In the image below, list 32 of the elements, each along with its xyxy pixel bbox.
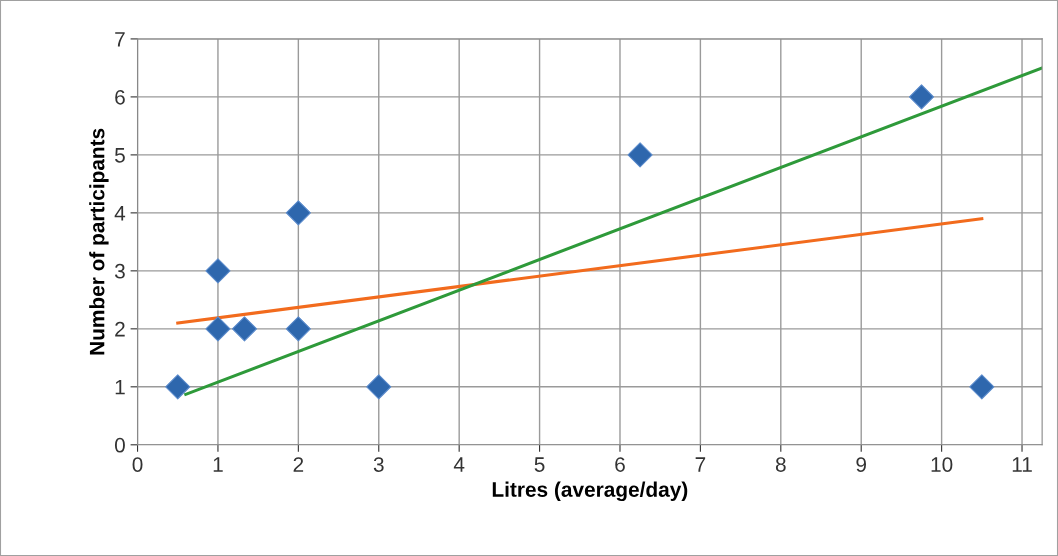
y-axis-title: Number of participants — [89, 128, 109, 355]
x-tick-label: 0 — [132, 457, 143, 472]
x-tick-label: 9 — [856, 457, 867, 472]
x-tick-label: 6 — [615, 457, 625, 472]
x-tick-label: 8 — [775, 457, 786, 472]
point — [285, 316, 311, 342]
y-tick-label: 3 — [114, 263, 125, 279]
point — [205, 316, 231, 342]
point — [165, 374, 191, 400]
y-tick-label: 0 — [114, 437, 125, 453]
point — [627, 142, 653, 168]
point — [969, 374, 995, 400]
x-tick-label: 4 — [453, 457, 465, 472]
point — [285, 200, 311, 226]
x-tick-label: 10 — [931, 457, 953, 472]
x-axis-title: Litres (average/day) — [492, 481, 688, 502]
y-tick-label: 6 — [115, 89, 125, 105]
x-tick-label: 1 — [213, 457, 223, 472]
x-tick-label: 3 — [373, 457, 384, 472]
point — [231, 316, 258, 342]
point — [908, 84, 935, 110]
x-tick-label: 7 — [695, 457, 706, 472]
x-tick-label: 11 — [1012, 457, 1032, 472]
x-tick-label: 5 — [534, 457, 545, 472]
y-tick-label: 5 — [114, 148, 125, 163]
y-tick-label: 2 — [115, 321, 125, 337]
y-tick-label: 1 — [115, 380, 125, 395]
y-tick-label: 4 — [114, 206, 126, 221]
x-tick-label: 2 — [293, 457, 304, 472]
y-tick-label: 7 — [115, 32, 125, 47]
point — [205, 258, 231, 284]
point — [366, 374, 392, 400]
